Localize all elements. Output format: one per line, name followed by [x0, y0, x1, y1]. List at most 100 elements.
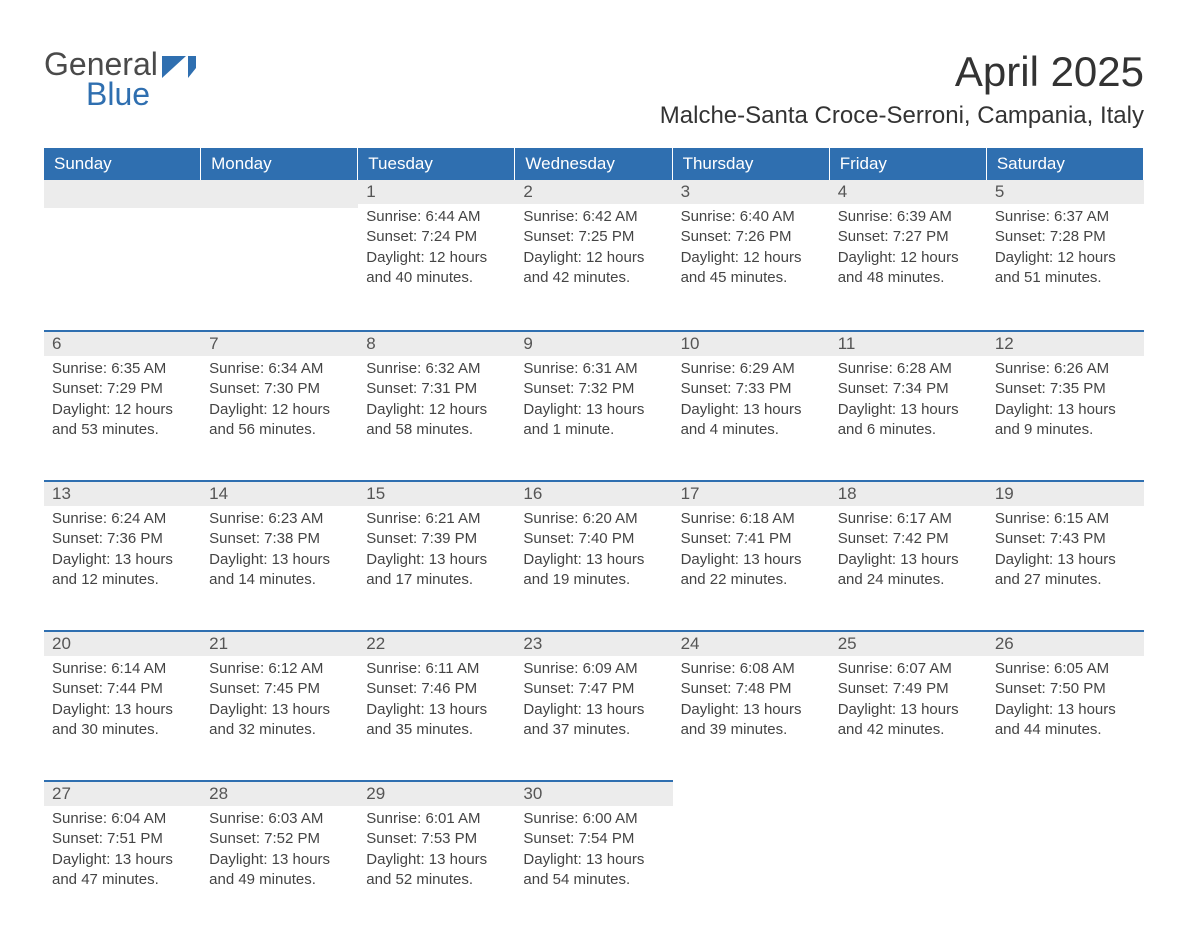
daylight-line: Daylight: 12 hours and 53 minutes. [52, 400, 193, 441]
sunrise-line: Sunrise: 6:32 AM [366, 359, 507, 379]
sunset-line: Sunset: 7:29 PM [52, 379, 193, 399]
sunset-line: Sunset: 7:38 PM [209, 529, 350, 549]
daylight-line: Daylight: 13 hours and 27 minutes. [995, 550, 1136, 591]
calendar-cell: 12Sunrise: 6:26 AMSunset: 7:35 PMDayligh… [987, 330, 1144, 480]
sunset-line: Sunset: 7:40 PM [523, 529, 664, 549]
calendar-cell: 30Sunrise: 6:00 AMSunset: 7:54 PMDayligh… [515, 780, 672, 930]
daylight-line: Daylight: 13 hours and 1 minute. [523, 400, 664, 441]
calendar-cell: 2Sunrise: 6:42 AMSunset: 7:25 PMDaylight… [515, 180, 672, 330]
calendar-cell: 7Sunrise: 6:34 AMSunset: 7:30 PMDaylight… [201, 330, 358, 480]
sunrise-line: Sunrise: 6:05 AM [995, 659, 1136, 679]
daylight-line: Daylight: 12 hours and 58 minutes. [366, 400, 507, 441]
sunrise-line: Sunrise: 6:15 AM [995, 509, 1136, 529]
sunrise-line: Sunrise: 6:35 AM [52, 359, 193, 379]
flag-icon [162, 56, 196, 80]
daylight-line: Daylight: 13 hours and 6 minutes. [838, 400, 979, 441]
sunset-line: Sunset: 7:25 PM [523, 227, 664, 247]
day-info: Sunrise: 6:17 AMSunset: 7:42 PMDaylight:… [830, 506, 987, 590]
day-info: Sunrise: 6:04 AMSunset: 7:51 PMDaylight:… [44, 806, 201, 890]
calendar-cell: 13Sunrise: 6:24 AMSunset: 7:36 PMDayligh… [44, 480, 201, 630]
title-block: April 2025 Malche-Santa Croce-Serroni, C… [660, 48, 1144, 130]
location-subtitle: Malche-Santa Croce-Serroni, Campania, It… [660, 102, 1144, 130]
sunset-line: Sunset: 7:53 PM [366, 829, 507, 849]
sunset-line: Sunset: 7:44 PM [52, 679, 193, 699]
calendar-cell: 25Sunrise: 6:07 AMSunset: 7:49 PMDayligh… [830, 630, 987, 780]
sunset-line: Sunset: 7:43 PM [995, 529, 1136, 549]
weekday-header: Wednesday [515, 148, 672, 180]
date-number: 6 [44, 330, 201, 356]
date-number: 16 [515, 480, 672, 506]
daylight-line: Daylight: 12 hours and 42 minutes. [523, 248, 664, 289]
daylight-line: Daylight: 13 hours and 12 minutes. [52, 550, 193, 591]
sunrise-line: Sunrise: 6:12 AM [209, 659, 350, 679]
daylight-line: Daylight: 13 hours and 47 minutes. [52, 850, 193, 891]
date-number: 23 [515, 630, 672, 656]
day-info: Sunrise: 6:20 AMSunset: 7:40 PMDaylight:… [515, 506, 672, 590]
calendar-cell [673, 780, 830, 930]
day-info: Sunrise: 6:29 AMSunset: 7:33 PMDaylight:… [673, 356, 830, 440]
day-info: Sunrise: 6:07 AMSunset: 7:49 PMDaylight:… [830, 656, 987, 740]
calendar-cell: 22Sunrise: 6:11 AMSunset: 7:46 PMDayligh… [358, 630, 515, 780]
page-title: April 2025 [660, 48, 1144, 96]
day-info: Sunrise: 6:26 AMSunset: 7:35 PMDaylight:… [987, 356, 1144, 440]
weekday-header: Monday [201, 148, 358, 180]
sunset-line: Sunset: 7:42 PM [838, 529, 979, 549]
date-number: 10 [673, 330, 830, 356]
daylight-line: Daylight: 13 hours and 44 minutes. [995, 700, 1136, 741]
date-number: 29 [358, 780, 515, 806]
day-info: Sunrise: 6:44 AMSunset: 7:24 PMDaylight:… [358, 204, 515, 288]
date-number: 3 [673, 180, 830, 204]
day-info: Sunrise: 6:08 AMSunset: 7:48 PMDaylight:… [673, 656, 830, 740]
date-number: 25 [830, 630, 987, 656]
date-number: 14 [201, 480, 358, 506]
sunrise-line: Sunrise: 6:31 AM [523, 359, 664, 379]
sunset-line: Sunset: 7:30 PM [209, 379, 350, 399]
day-info: Sunrise: 6:40 AMSunset: 7:26 PMDaylight:… [673, 204, 830, 288]
sunset-line: Sunset: 7:39 PM [366, 529, 507, 549]
sunset-line: Sunset: 7:26 PM [681, 227, 822, 247]
calendar-cell [987, 780, 1144, 930]
calendar-cell: 3Sunrise: 6:40 AMSunset: 7:26 PMDaylight… [673, 180, 830, 330]
date-number: 24 [673, 630, 830, 656]
date-number: 20 [44, 630, 201, 656]
date-number: 15 [358, 480, 515, 506]
daylight-line: Daylight: 13 hours and 22 minutes. [681, 550, 822, 591]
date-number: 1 [358, 180, 515, 204]
weekday-header: Thursday [673, 148, 830, 180]
sunset-line: Sunset: 7:36 PM [52, 529, 193, 549]
date-number: 22 [358, 630, 515, 656]
calendar-cell: 27Sunrise: 6:04 AMSunset: 7:51 PMDayligh… [44, 780, 201, 930]
sunset-line: Sunset: 7:52 PM [209, 829, 350, 849]
sunset-line: Sunset: 7:31 PM [366, 379, 507, 399]
sunset-line: Sunset: 7:35 PM [995, 379, 1136, 399]
daylight-line: Daylight: 12 hours and 45 minutes. [681, 248, 822, 289]
header-row: General Blue April 2025 Malche-Santa Cro… [44, 48, 1144, 130]
sunrise-line: Sunrise: 6:18 AM [681, 509, 822, 529]
sunset-line: Sunset: 7:33 PM [681, 379, 822, 399]
calendar-cell: 11Sunrise: 6:28 AMSunset: 7:34 PMDayligh… [830, 330, 987, 480]
brand-logo: General Blue [44, 48, 196, 110]
day-info: Sunrise: 6:05 AMSunset: 7:50 PMDaylight:… [987, 656, 1144, 740]
day-info: Sunrise: 6:14 AMSunset: 7:44 PMDaylight:… [44, 656, 201, 740]
weekday-header: Sunday [44, 148, 201, 180]
sunrise-line: Sunrise: 6:03 AM [209, 809, 350, 829]
daylight-line: Daylight: 13 hours and 39 minutes. [681, 700, 822, 741]
sunset-line: Sunset: 7:45 PM [209, 679, 350, 699]
date-number: 8 [358, 330, 515, 356]
date-number: 7 [201, 330, 358, 356]
calendar-cell [830, 780, 987, 930]
sunrise-line: Sunrise: 6:34 AM [209, 359, 350, 379]
calendar-cell: 15Sunrise: 6:21 AMSunset: 7:39 PMDayligh… [358, 480, 515, 630]
date-number: 17 [673, 480, 830, 506]
day-info: Sunrise: 6:42 AMSunset: 7:25 PMDaylight:… [515, 204, 672, 288]
sunrise-line: Sunrise: 6:17 AM [838, 509, 979, 529]
sunset-line: Sunset: 7:47 PM [523, 679, 664, 699]
date-number: 12 [987, 330, 1144, 356]
sunset-line: Sunset: 7:50 PM [995, 679, 1136, 699]
sunrise-line: Sunrise: 6:29 AM [681, 359, 822, 379]
calendar-cell: 16Sunrise: 6:20 AMSunset: 7:40 PMDayligh… [515, 480, 672, 630]
calendar-cell: 28Sunrise: 6:03 AMSunset: 7:52 PMDayligh… [201, 780, 358, 930]
day-info: Sunrise: 6:18 AMSunset: 7:41 PMDaylight:… [673, 506, 830, 590]
sunset-line: Sunset: 7:28 PM [995, 227, 1136, 247]
calendar-cell: 4Sunrise: 6:39 AMSunset: 7:27 PMDaylight… [830, 180, 987, 330]
